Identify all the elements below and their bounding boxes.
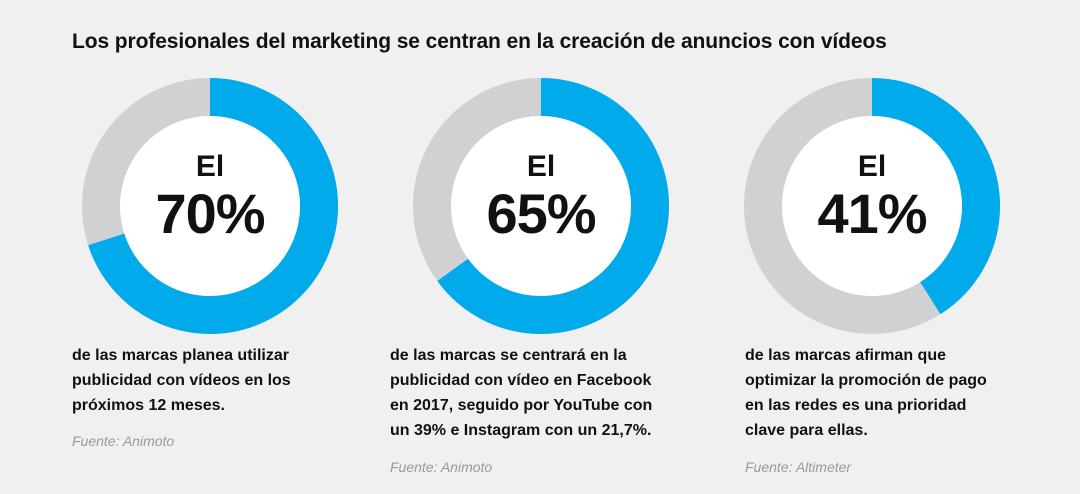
stat-description-2: de las marcas se centrará en la publicid… (390, 343, 690, 443)
donut-value-arc (413, 78, 669, 334)
description-line: en 2017, seguido por YouTube con (390, 397, 653, 414)
stat-source-2: Fuente: Animoto (390, 459, 493, 475)
description-line: de las marcas se centrará en la (390, 347, 627, 364)
description-line: de las marcas afirman que (745, 347, 946, 364)
donut-prefix: El (857, 150, 887, 183)
donut-hole (451, 116, 631, 296)
donut-chart-3 (744, 78, 1000, 334)
description-line: publicidad con vídeos en los (72, 372, 291, 389)
donut-value-arc (82, 78, 338, 334)
stat-panel-1: El 70% de las marcas planea utilizar pub… (0, 0, 340, 494)
donut-prefix: El (526, 150, 556, 183)
description-line: de las marcas planea utilizar (72, 347, 289, 364)
donut-value-arc (744, 78, 1000, 334)
donut-label-3: El 41% (744, 78, 1000, 334)
donut-chart-1 (82, 78, 338, 334)
donut-value-label: 70% (155, 182, 265, 245)
page-title: Los profesionales del marketing se centr… (72, 30, 887, 53)
description-line: publicidad con vídeo en Facebook (390, 372, 652, 389)
donut-prefix: El (195, 150, 225, 183)
description-line: un 39% e Instagram con un 21,7%. (390, 422, 652, 439)
description-line: próximos 12 meses. (72, 397, 225, 414)
stat-source-1: Fuente: Animoto (72, 433, 175, 449)
donut-label-1: El 70% (82, 78, 338, 334)
donut-label-2: El 65% (413, 78, 669, 334)
donut-chart-2 (413, 78, 669, 334)
stat-source-3: Fuente: Altimeter (745, 459, 852, 475)
donut-value-label: 41% (817, 182, 927, 245)
description-line: clave para ellas. (745, 422, 868, 439)
stat-panel-2: El 65% de las marcas se centrará en la p… (0, 0, 669, 494)
description-line: optimizar la promoción de pago (745, 372, 987, 389)
stat-description-3: de las marcas afirman que optimizar la p… (745, 343, 1045, 443)
description-line: en las redes es una prioridad (745, 397, 967, 414)
stat-description-1: de las marcas planea utilizar publicidad… (72, 343, 372, 418)
donut-value-label: 65% (486, 182, 596, 245)
donut-hole (782, 116, 962, 296)
stat-panel-3: El 41% de las marcas afirman que optimiz… (0, 0, 1000, 494)
donut-hole (120, 116, 300, 296)
